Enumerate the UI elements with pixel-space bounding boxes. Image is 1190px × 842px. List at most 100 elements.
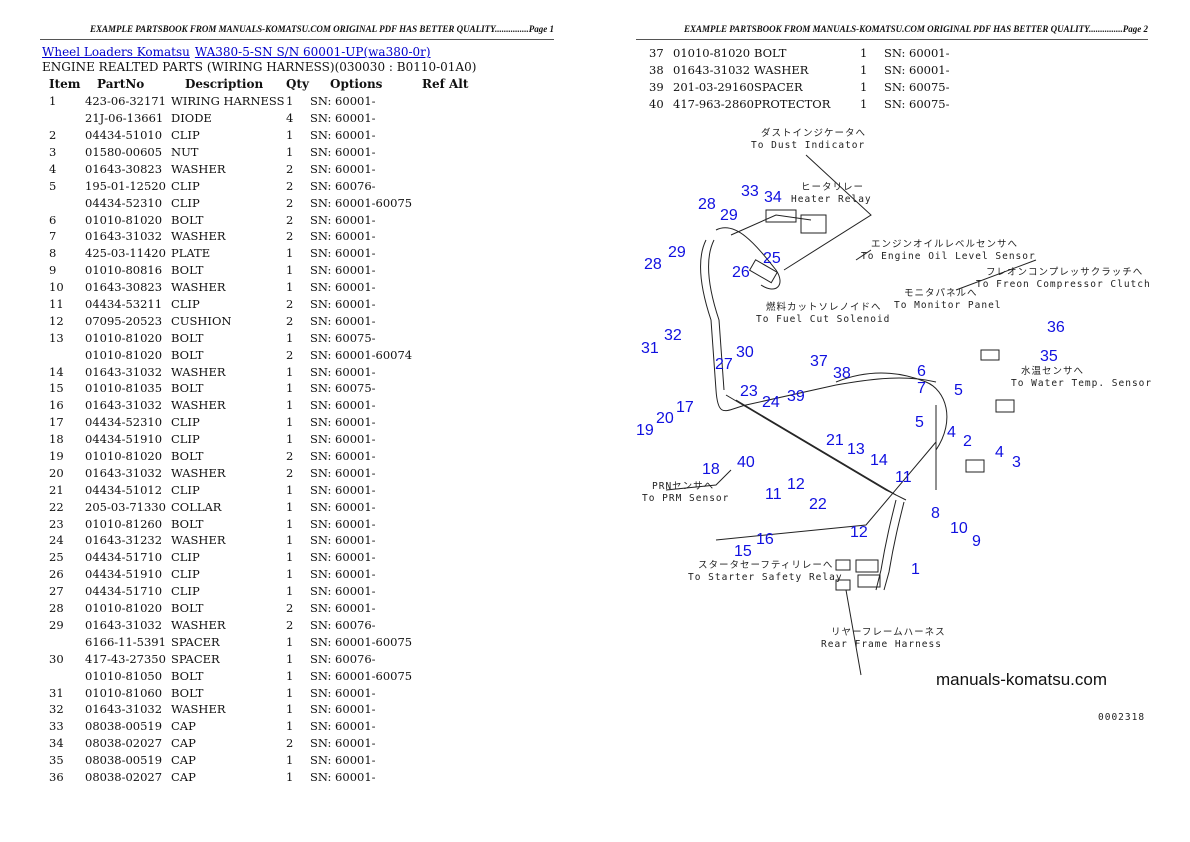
annotation-english: To Monitor Panel	[894, 300, 1002, 311]
part-number: 01010-81020	[85, 449, 163, 464]
table-row: 40 417-963-2860 PROTECTOR 1 SN: 60075-	[642, 96, 976, 113]
item-number: 33	[49, 719, 64, 734]
quantity: 1	[286, 364, 294, 379]
callout-35: 35	[1040, 348, 1058, 365]
col-qty: Qty	[286, 77, 309, 92]
table-row: 38 01643-31032 WASHER 1 SN: 60001-	[642, 62, 976, 79]
callout-37: 37	[810, 353, 828, 370]
breadcrumb-link-category[interactable]: Wheel Loaders Komatsu	[42, 45, 190, 59]
quantity: 2	[286, 601, 294, 616]
quantity: 1	[286, 280, 294, 295]
part-number: 04434-51910	[85, 432, 163, 447]
callout-13: 13	[847, 441, 865, 458]
part-number: 01010-81020	[85, 330, 163, 345]
description: CLIP	[171, 297, 200, 312]
item-number	[42, 633, 85, 650]
col-item: Item	[49, 77, 81, 92]
table-row: 01010-81050 BOLT 1 SN: 60001-60075	[42, 667, 468, 684]
breadcrumb-link-model[interactable]: WA380-5-SN S/N 60001-UP(wa380-0r)	[194, 45, 431, 59]
quantity: 1	[859, 63, 868, 78]
callout-4: 4	[947, 424, 956, 441]
options: SN: 60001-	[310, 550, 376, 565]
description: BOLT	[171, 212, 204, 227]
table-row: 13 01010-81020 BOLT 1 SN: 60075-	[42, 329, 468, 346]
description: WASHER	[171, 161, 226, 176]
description: CLIP	[171, 415, 200, 430]
table-row: 8 425-03-11420 PLATE 1 SN: 60001-	[42, 245, 468, 262]
quantity: 1	[286, 651, 294, 666]
callout-17: 17	[676, 399, 694, 416]
quantity: 2	[286, 465, 294, 480]
quantity: 1	[286, 145, 294, 159]
parts-table-continued: 37 01010-81020 BOLT 1 SN: 60001- 38 01643-3103…	[642, 45, 976, 113]
col-description: Description	[185, 77, 264, 92]
options: SN: 60001-	[310, 601, 376, 616]
callout-21: 21	[826, 432, 844, 449]
callout-11: 11	[895, 469, 912, 486]
callout-16: 16	[756, 531, 774, 548]
callout-3: 3	[1012, 454, 1021, 471]
callout-12: 12	[850, 524, 868, 541]
options: SN: 60001-	[310, 516, 376, 531]
figure-code: 0002318	[1098, 712, 1145, 723]
quantity: 1	[286, 634, 294, 649]
callout-40: 40	[737, 454, 755, 471]
callout-32: 32	[664, 327, 682, 344]
annotation-japanese: スタータセーフティリレーへ	[698, 560, 833, 571]
table-row: 31 01010-81060 BOLT 1 SN: 60001-	[42, 684, 468, 701]
part-number: 425-03-11420	[85, 246, 166, 261]
part-number: 04434-51910	[85, 567, 163, 582]
description: BOLT	[171, 601, 204, 616]
callout-12: 12	[787, 476, 805, 493]
description: PLATE	[171, 246, 211, 261]
options: SN: 60001-	[310, 229, 376, 244]
description: BOLT	[171, 516, 204, 531]
watermark: manuals-komatsu.com	[936, 670, 1107, 689]
item-number	[42, 110, 85, 127]
part-number: 01643-31032	[85, 617, 163, 632]
options: SN: 60001-	[310, 449, 376, 464]
item-number: 2	[49, 128, 57, 143]
quantity: 1	[286, 668, 294, 683]
quantity: 1	[286, 432, 294, 447]
options: SN: 60001-	[310, 415, 376, 430]
item-number: 10	[49, 280, 64, 295]
description: NUT	[171, 145, 199, 159]
options: SN: 60001-60075	[310, 668, 413, 683]
options: SN: 60001-	[310, 769, 376, 784]
table-row: 17 04434-52310 CLIP 1 SN: 60001-	[42, 414, 468, 431]
part-number: 08038-00519	[85, 753, 163, 768]
description: CLIP	[171, 178, 200, 193]
part-number: 01010-81020	[85, 212, 163, 227]
options: SN: 60001-	[310, 584, 376, 599]
part-number: 08038-02027	[85, 736, 163, 751]
description: WIRING HARNESS	[171, 94, 285, 109]
item-number: 28	[49, 601, 64, 616]
quantity: 2	[286, 347, 294, 362]
quantity: 1	[286, 381, 294, 396]
harness-drawing	[665, 154, 1037, 676]
description: WASHER	[171, 229, 226, 244]
description: WASHER	[171, 465, 226, 480]
part-number: 01643-31032	[85, 364, 163, 379]
options: SN: 60001-	[310, 280, 376, 295]
annotation-english: To Starter Safety Relay	[688, 572, 843, 583]
quantity: 1	[286, 769, 294, 784]
description: WASHER	[171, 280, 226, 295]
table-row: 24 01643-31232 WASHER 1 SN: 60001-	[42, 532, 468, 549]
quantity: 1	[286, 719, 294, 734]
part-number: 417-963-2860	[673, 97, 754, 112]
quantity: 1	[286, 499, 294, 514]
item-number: 34	[49, 736, 64, 751]
quantity: 1	[859, 80, 868, 95]
part-number: 04434-51710	[85, 584, 163, 599]
part-number: 417-43-27350	[85, 651, 166, 666]
table-row: 28 01010-81020 BOLT 2 SN: 60001-	[42, 600, 468, 617]
description: WASHER	[171, 533, 226, 548]
item-number: 30	[49, 651, 64, 666]
table-row: 19 01010-81020 BOLT 2 SN: 60001-	[42, 448, 468, 465]
item-number: 31	[49, 685, 64, 700]
table-row: 18 04434-51910 CLIP 1 SN: 60001-	[42, 431, 468, 448]
callout-14: 14	[870, 452, 888, 469]
description: CLIP	[171, 567, 200, 582]
